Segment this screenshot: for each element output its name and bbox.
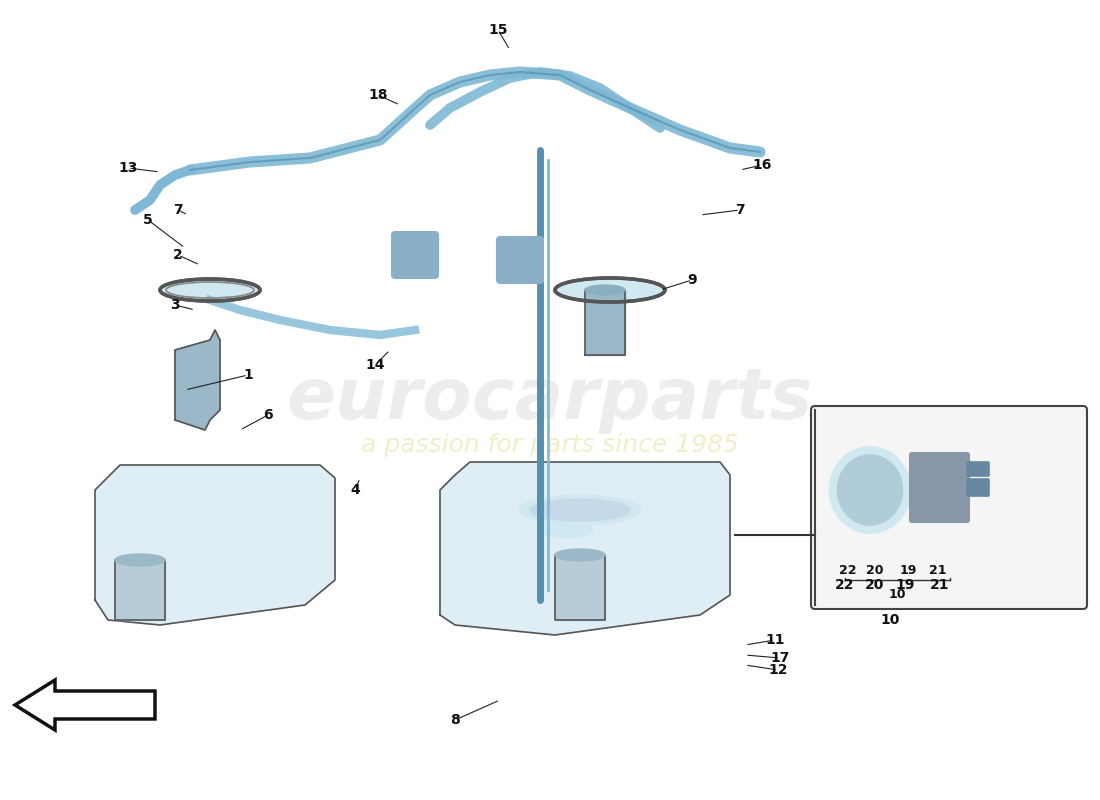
Text: a passion for parts since 1985: a passion for parts since 1985 bbox=[361, 433, 739, 457]
Text: 16: 16 bbox=[752, 158, 772, 172]
Text: 12: 12 bbox=[768, 663, 788, 677]
Text: 21: 21 bbox=[931, 578, 949, 592]
Ellipse shape bbox=[556, 549, 605, 561]
Ellipse shape bbox=[538, 523, 593, 537]
Ellipse shape bbox=[530, 499, 630, 521]
Text: eurocarparts: eurocarparts bbox=[287, 366, 813, 434]
Ellipse shape bbox=[837, 455, 902, 525]
Text: 5: 5 bbox=[143, 213, 153, 227]
Text: 6: 6 bbox=[263, 408, 273, 422]
Text: 17: 17 bbox=[770, 651, 790, 665]
Polygon shape bbox=[556, 555, 605, 620]
FancyBboxPatch shape bbox=[392, 232, 438, 278]
Text: 13: 13 bbox=[119, 161, 138, 175]
FancyBboxPatch shape bbox=[910, 453, 969, 522]
Text: 11: 11 bbox=[766, 633, 784, 647]
Text: 4: 4 bbox=[350, 483, 360, 497]
Text: 22: 22 bbox=[835, 578, 855, 592]
Text: 15: 15 bbox=[488, 23, 508, 37]
Text: 3: 3 bbox=[170, 298, 179, 312]
Ellipse shape bbox=[585, 285, 625, 295]
Text: 21: 21 bbox=[930, 563, 947, 577]
Text: 9: 9 bbox=[688, 273, 696, 287]
Text: 20: 20 bbox=[866, 578, 884, 592]
Ellipse shape bbox=[556, 278, 666, 302]
Text: 14: 14 bbox=[365, 358, 385, 372]
Text: 8: 8 bbox=[450, 713, 460, 727]
Polygon shape bbox=[440, 462, 730, 635]
Ellipse shape bbox=[116, 554, 165, 566]
FancyBboxPatch shape bbox=[811, 406, 1087, 609]
Ellipse shape bbox=[520, 496, 640, 524]
Ellipse shape bbox=[830, 447, 910, 533]
Text: 18: 18 bbox=[368, 88, 387, 102]
FancyBboxPatch shape bbox=[967, 479, 989, 496]
Text: 20: 20 bbox=[867, 563, 883, 577]
FancyArrow shape bbox=[15, 680, 155, 730]
Text: 22: 22 bbox=[839, 563, 857, 577]
Polygon shape bbox=[175, 330, 220, 430]
Text: 2: 2 bbox=[173, 248, 183, 262]
Text: 19: 19 bbox=[900, 563, 916, 577]
Polygon shape bbox=[95, 465, 336, 625]
FancyBboxPatch shape bbox=[497, 237, 543, 283]
Text: 19: 19 bbox=[895, 578, 915, 592]
Text: 7: 7 bbox=[173, 203, 183, 217]
Polygon shape bbox=[585, 290, 625, 355]
Polygon shape bbox=[116, 560, 165, 620]
Text: 1: 1 bbox=[243, 368, 253, 382]
Text: 10: 10 bbox=[880, 613, 900, 627]
Text: 10: 10 bbox=[889, 589, 905, 602]
Ellipse shape bbox=[160, 279, 260, 301]
FancyBboxPatch shape bbox=[967, 462, 989, 476]
Text: 7: 7 bbox=[735, 203, 745, 217]
